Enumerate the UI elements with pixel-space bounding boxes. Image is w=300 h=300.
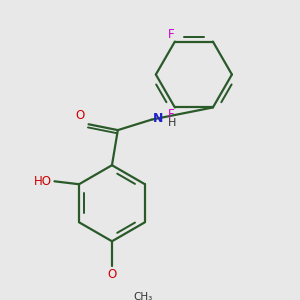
Text: N: N <box>153 112 163 125</box>
Text: F: F <box>167 28 174 41</box>
Text: F: F <box>167 108 174 121</box>
Text: O: O <box>107 268 117 281</box>
Text: O: O <box>76 109 85 122</box>
Text: H: H <box>168 118 176 128</box>
Text: HO: HO <box>34 175 52 188</box>
Text: CH₃: CH₃ <box>133 292 152 300</box>
